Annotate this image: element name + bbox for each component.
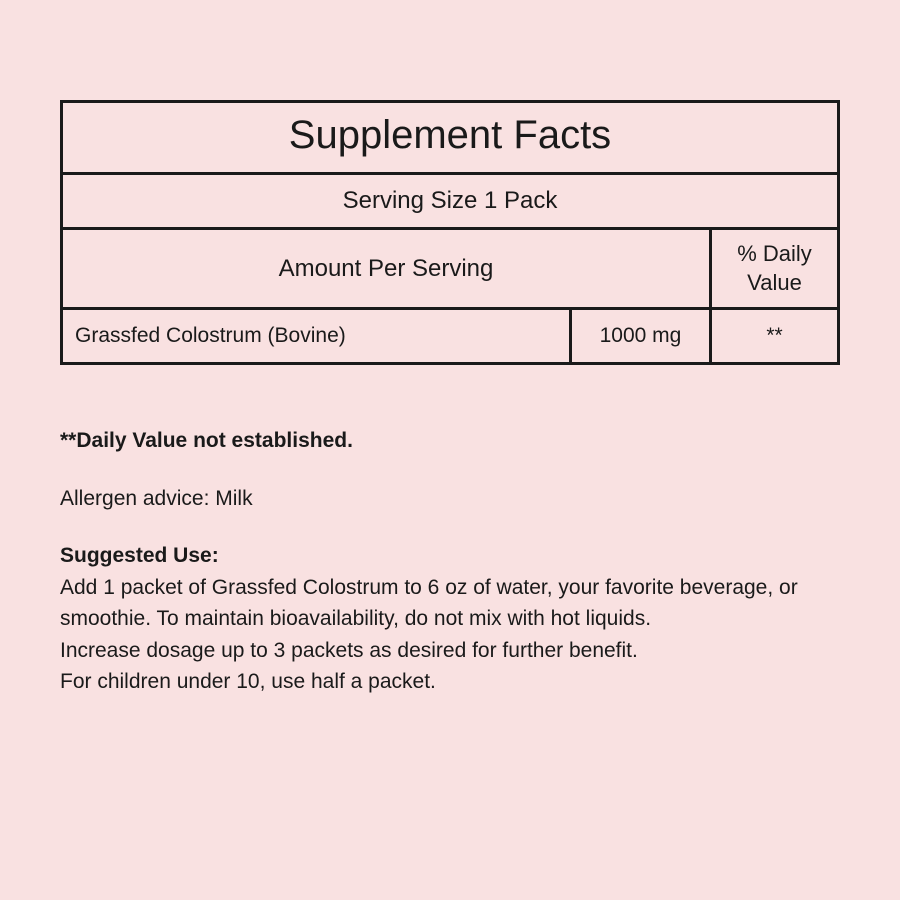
suggested-use-label: Suggested Use:: [60, 544, 219, 567]
table-row: Grassfed Colostrum (Bovine) 1000 mg **: [63, 310, 837, 362]
dv-not-established: **Daily Value not established.: [60, 425, 840, 457]
facts-title: Supplement Facts: [63, 103, 837, 175]
facts-header-row: Amount Per Serving % Daily Value: [63, 230, 837, 310]
suggested-use-text: Add 1 packet of Grassfed Colostrum to 6 …: [60, 576, 798, 694]
header-amount-per-serving: Amount Per Serving: [63, 230, 712, 307]
allergen-advice: Allergen advice: Milk: [60, 483, 840, 515]
ingredient-amount: 1000 mg: [572, 310, 712, 362]
serving-size: Serving Size 1 Pack: [63, 175, 837, 230]
ingredient-dv: **: [712, 310, 837, 362]
ingredient-name: Grassfed Colostrum (Bovine): [63, 310, 572, 362]
notes-section: **Daily Value not established. Allergen …: [60, 425, 840, 698]
supplement-facts-table: Supplement Facts Serving Size 1 Pack Amo…: [60, 100, 840, 365]
header-daily-value: % Daily Value: [712, 230, 837, 307]
suggested-use-block: Suggested Use: Add 1 packet of Grassfed …: [60, 540, 840, 698]
